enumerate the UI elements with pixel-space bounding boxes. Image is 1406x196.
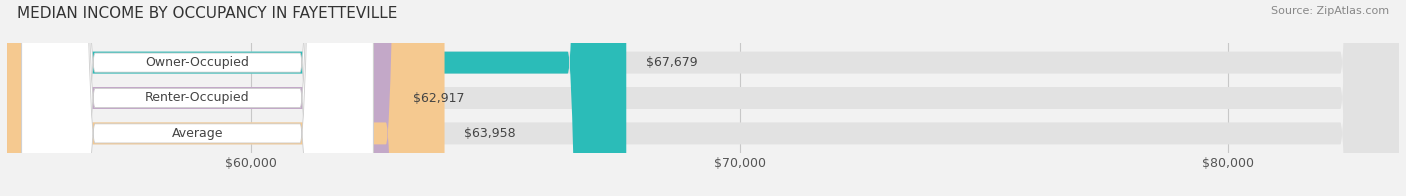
Text: Owner-Occupied: Owner-Occupied <box>146 56 249 69</box>
Text: Average: Average <box>172 127 224 140</box>
FancyBboxPatch shape <box>21 0 374 196</box>
FancyBboxPatch shape <box>21 0 374 196</box>
Text: $63,958: $63,958 <box>464 127 516 140</box>
FancyBboxPatch shape <box>7 0 394 196</box>
FancyBboxPatch shape <box>21 0 374 196</box>
FancyBboxPatch shape <box>7 0 626 196</box>
Text: Source: ZipAtlas.com: Source: ZipAtlas.com <box>1271 6 1389 16</box>
FancyBboxPatch shape <box>7 0 444 196</box>
Text: MEDIAN INCOME BY OCCUPANCY IN FAYETTEVILLE: MEDIAN INCOME BY OCCUPANCY IN FAYETTEVIL… <box>17 6 398 21</box>
Text: $62,917: $62,917 <box>413 92 465 104</box>
Text: $67,679: $67,679 <box>645 56 697 69</box>
FancyBboxPatch shape <box>7 0 1399 196</box>
FancyBboxPatch shape <box>7 0 1399 196</box>
Text: Renter-Occupied: Renter-Occupied <box>145 92 250 104</box>
FancyBboxPatch shape <box>7 0 1399 196</box>
